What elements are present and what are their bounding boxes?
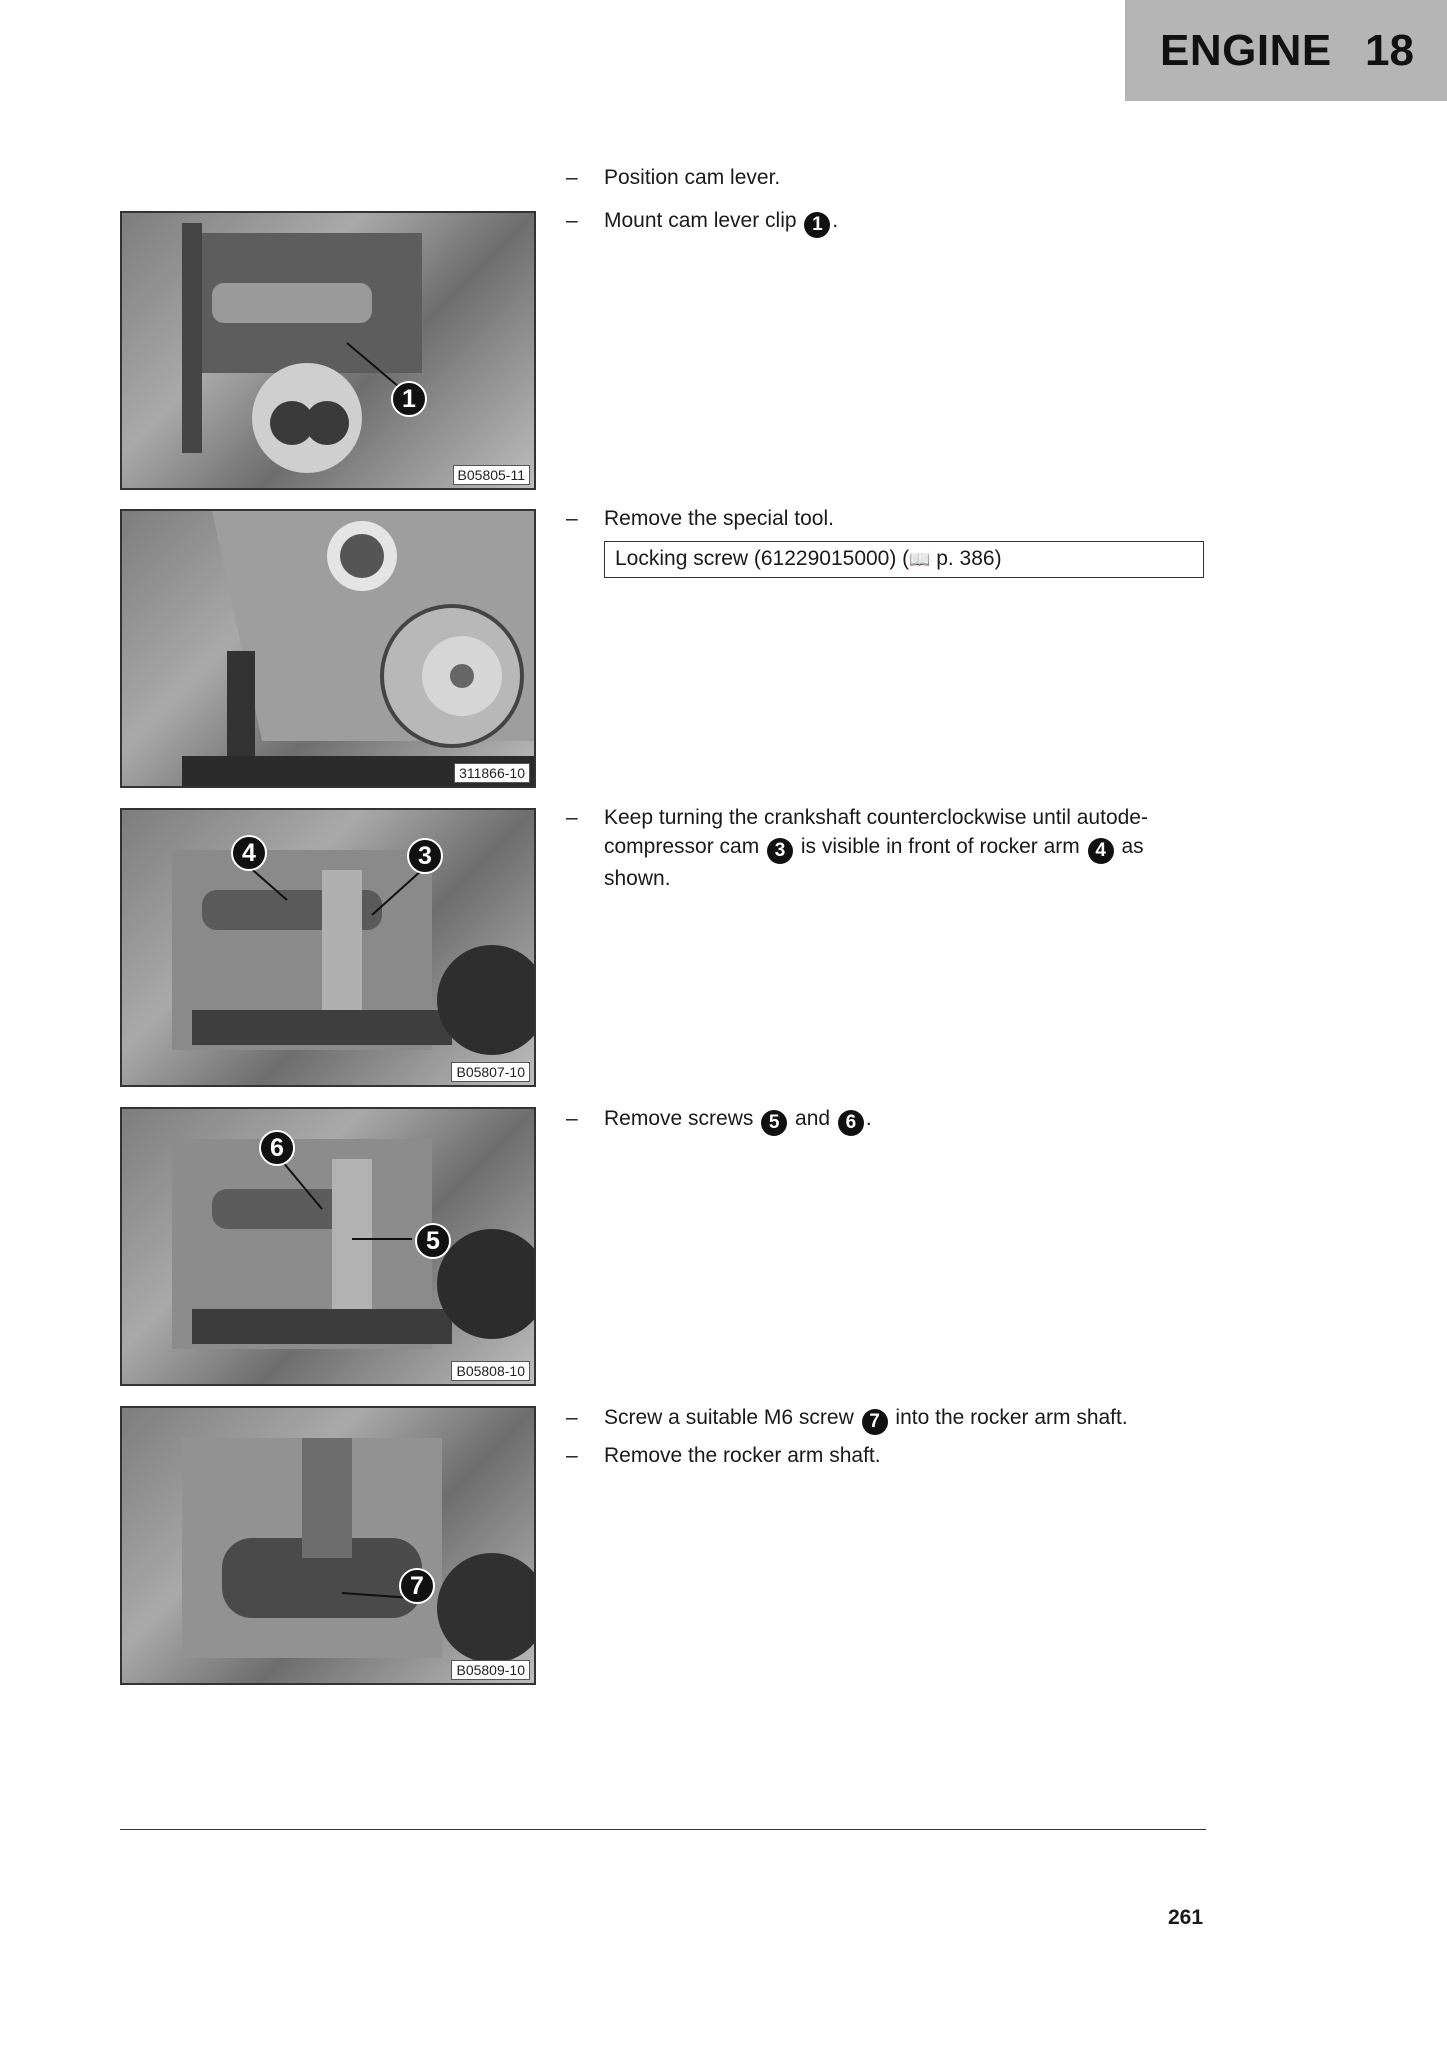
- step-mount-clip: – Mount cam lever clip 1.: [566, 206, 1224, 238]
- step-group-2: – Remove the special tool. Locking screw…: [566, 504, 1224, 578]
- footer-divider: [120, 1829, 1206, 1830]
- callout-marker-4: 4: [231, 835, 267, 871]
- callout-marker-3: 3: [407, 838, 443, 874]
- step-remove-rocker-shaft: – Remove the rocker arm shaft.: [566, 1444, 881, 1467]
- engine-photo-2: [182, 511, 534, 786]
- page-reference-link[interactable]: p. 386): [936, 547, 1002, 570]
- callout-5: 5: [761, 1110, 788, 1136]
- page-number: 261: [1168, 1906, 1204, 1929]
- figure-id: B05809-10: [451, 1660, 530, 1680]
- chapter-header: ENGINE 18: [1125, 0, 1447, 101]
- step-screw-m6: – Screw a suitable M6 screw 7 into the r…: [566, 1403, 1224, 1435]
- step-turn-crankshaft: – Keep turning the crankshaft counterclo…: [566, 806, 1148, 890]
- engine-photo-1: [182, 223, 422, 473]
- figure-id: B05805-11: [452, 465, 530, 485]
- chapter-title: ENGINE: [1160, 26, 1332, 75]
- chapter-number: 18: [1365, 26, 1414, 75]
- callout-marker-5: 5: [415, 1223, 451, 1259]
- callout-3: 3: [767, 838, 794, 864]
- engine-photo-4: [172, 1139, 534, 1349]
- figure-rocker-arm-shaft: 7 B05809-10: [120, 1406, 536, 1685]
- figure-decompressor-cam: 4 3 B05807-10: [120, 808, 536, 1087]
- callout-marker-1: 1: [391, 381, 427, 417]
- step-group-1: – Position cam lever. – Mount cam lever …: [566, 163, 1224, 252]
- tool-reference-box: Locking screw (61229015000) (📖 p. 386): [604, 541, 1204, 578]
- step-group-3: – Keep turning the crankshaft counterclo…: [566, 803, 1204, 907]
- callout-marker-7: 7: [399, 1568, 435, 1604]
- callout-1: 1: [804, 212, 831, 238]
- step-group-4: – Remove screws 5 and 6.: [566, 1104, 1224, 1150]
- figure-remove-screws: 6 5 B05808-10: [120, 1107, 536, 1386]
- figure-id: B05807-10: [451, 1062, 530, 1082]
- engine-photo-5: [182, 1438, 534, 1663]
- engine-photo-3: [172, 850, 534, 1055]
- callout-6: 6: [837, 1110, 864, 1136]
- step-position-cam-lever: – Position cam lever.: [566, 166, 781, 189]
- figure-cam-lever-clip: 1 B05805-11: [120, 211, 536, 490]
- step-remove-special-tool: – Remove the special tool.: [566, 507, 834, 530]
- figure-id: 311866-10: [454, 763, 530, 783]
- figure-id: B05808-10: [451, 1361, 530, 1381]
- callout-4: 4: [1087, 838, 1114, 864]
- callout-7: 7: [861, 1409, 888, 1435]
- manual-book-icon: 📖: [909, 550, 931, 569]
- step-remove-screws: – Remove screws 5 and 6.: [566, 1104, 1224, 1136]
- step-group-5: – Screw a suitable M6 screw 7 into the r…: [566, 1403, 1224, 1484]
- callout-marker-6: 6: [259, 1130, 295, 1166]
- figure-special-tool: 311866-10: [120, 509, 536, 788]
